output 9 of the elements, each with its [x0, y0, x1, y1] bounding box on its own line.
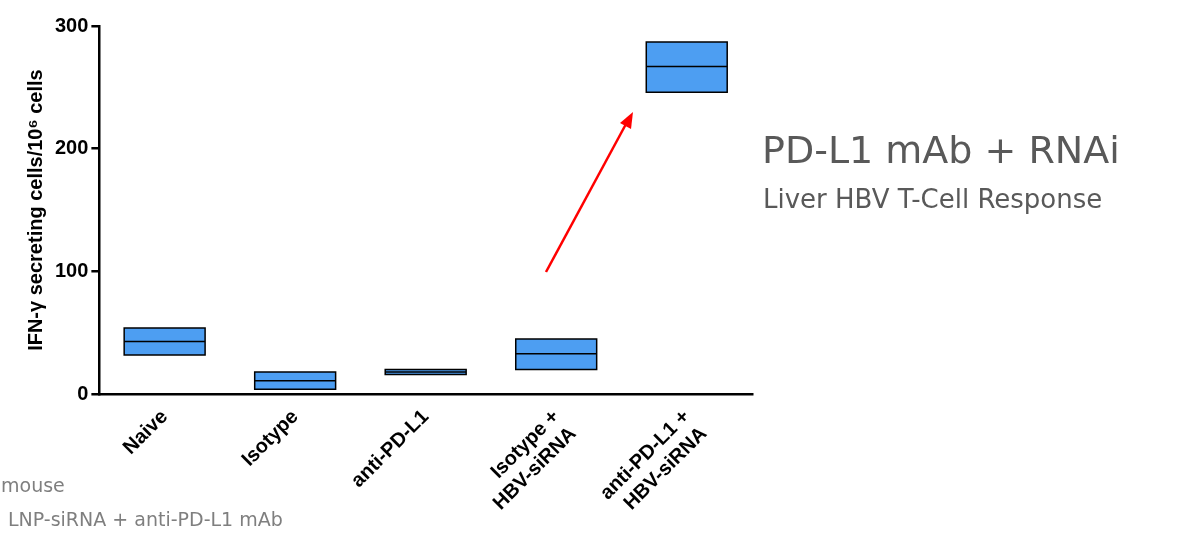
- text: Liver HBV T-Cell Response: [763, 184, 1103, 214]
- text: mouse: [1, 474, 65, 496]
- text: LNP-siRNA + anti-PD-L1 mAb: [8, 508, 283, 530]
- y-tick-label: 0: [77, 381, 89, 404]
- y-axis-title: IFN-γ secreting cells/10⁶ cells: [23, 69, 46, 351]
- text: PD-L1 mAb + RNAi: [762, 128, 1120, 172]
- y-tick-label: 100: [54, 258, 89, 281]
- y-tick-label: 300: [54, 13, 89, 36]
- y-tick-label: 200: [54, 136, 89, 159]
